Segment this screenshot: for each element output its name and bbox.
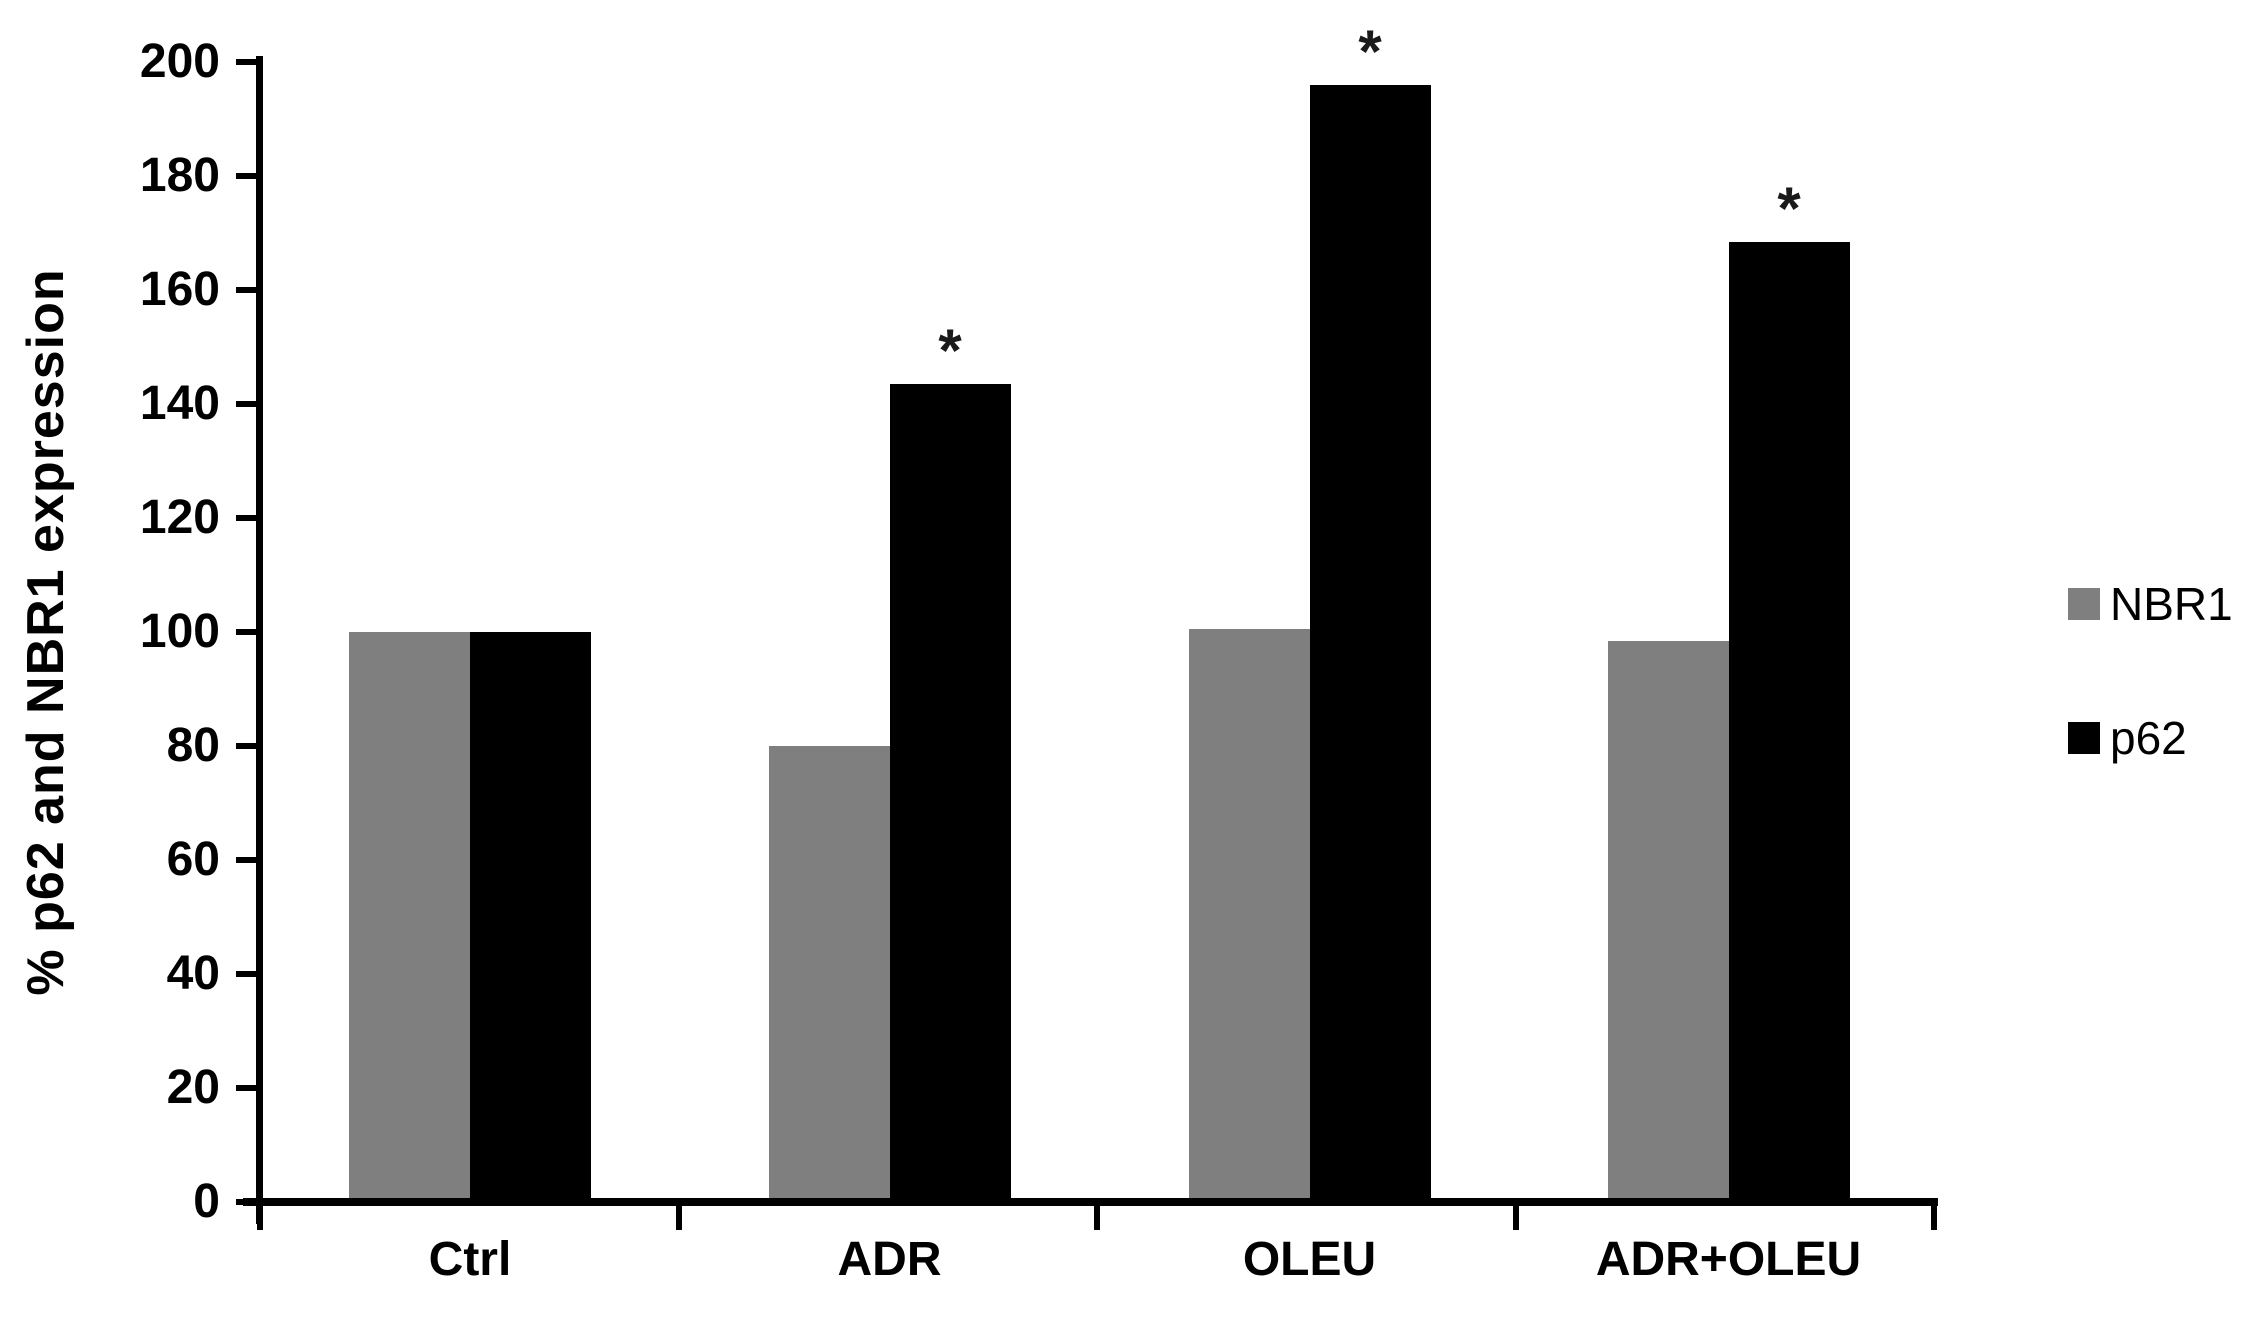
x-tick-3 [1512, 1206, 1519, 1230]
y-tick-20 [236, 1085, 260, 1091]
x-tick-4 [1931, 1206, 1937, 1230]
x-category-label-ctrl: Ctrl [428, 1233, 512, 1286]
bar-nbr1-oleu [1188, 629, 1310, 1202]
legend-label-nbr1: NBR1 [2110, 578, 2233, 630]
y-tick-label-80: 80 [166, 719, 220, 772]
y-tick-160 [236, 287, 260, 293]
y-axis-line [256, 56, 263, 1224]
x-tick-2 [1094, 1206, 1100, 1230]
legend-label-p62: p62 [2110, 712, 2187, 764]
x-category-label-oleu: OLEU [1242, 1233, 1377, 1286]
y-tick-label-120: 120 [139, 491, 220, 544]
y-tick-200 [236, 59, 260, 65]
y-tick-label-20: 20 [166, 1061, 220, 1114]
y-tick-100 [236, 629, 260, 635]
y-tick-label-200: 200 [139, 35, 220, 88]
significance-asterisk-adr: * [938, 317, 962, 385]
bar-p62-oleu [1309, 84, 1431, 1202]
y-tick-80 [236, 743, 260, 749]
y-tick-120 [236, 515, 260, 521]
x-tick-0 [257, 1206, 263, 1230]
y-tick-60 [236, 857, 260, 863]
bar-nbr1-adr [768, 746, 890, 1202]
y-tick-label-40: 40 [166, 947, 220, 1000]
legend-swatch-p62 [2068, 722, 2100, 754]
bar-p62-adr+oleu [1728, 241, 1850, 1202]
y-tick-label-180: 180 [139, 149, 220, 202]
x-category-label-adr+oleu: ADR+OLEU [1595, 1233, 1862, 1286]
bar-p62-adr [889, 384, 1011, 1202]
x-category-label-adr: ADR [837, 1233, 942, 1286]
significance-asterisk-adr+oleu: * [1777, 174, 1801, 242]
y-tick-label-140: 140 [139, 377, 220, 430]
bar-p62-ctrl [470, 632, 591, 1202]
y-tick-label-0: 0 [193, 1175, 220, 1228]
significance-asterisk-oleu: * [1358, 17, 1382, 85]
y-tick-label-100: 100 [139, 605, 220, 658]
y-tick-140 [236, 401, 260, 407]
x-tick-1 [675, 1206, 682, 1230]
legend-swatch-nbr1 [2068, 588, 2100, 620]
x-axis-line [243, 1198, 1938, 1206]
bar-nbr1-ctrl [349, 632, 470, 1202]
bar-nbr1-adr+oleu [1607, 640, 1729, 1202]
y-tick-label-160: 160 [139, 263, 220, 316]
y-tick-180 [236, 173, 260, 179]
y-tick-40 [236, 971, 260, 977]
y-tick-label-60: 60 [166, 833, 220, 886]
